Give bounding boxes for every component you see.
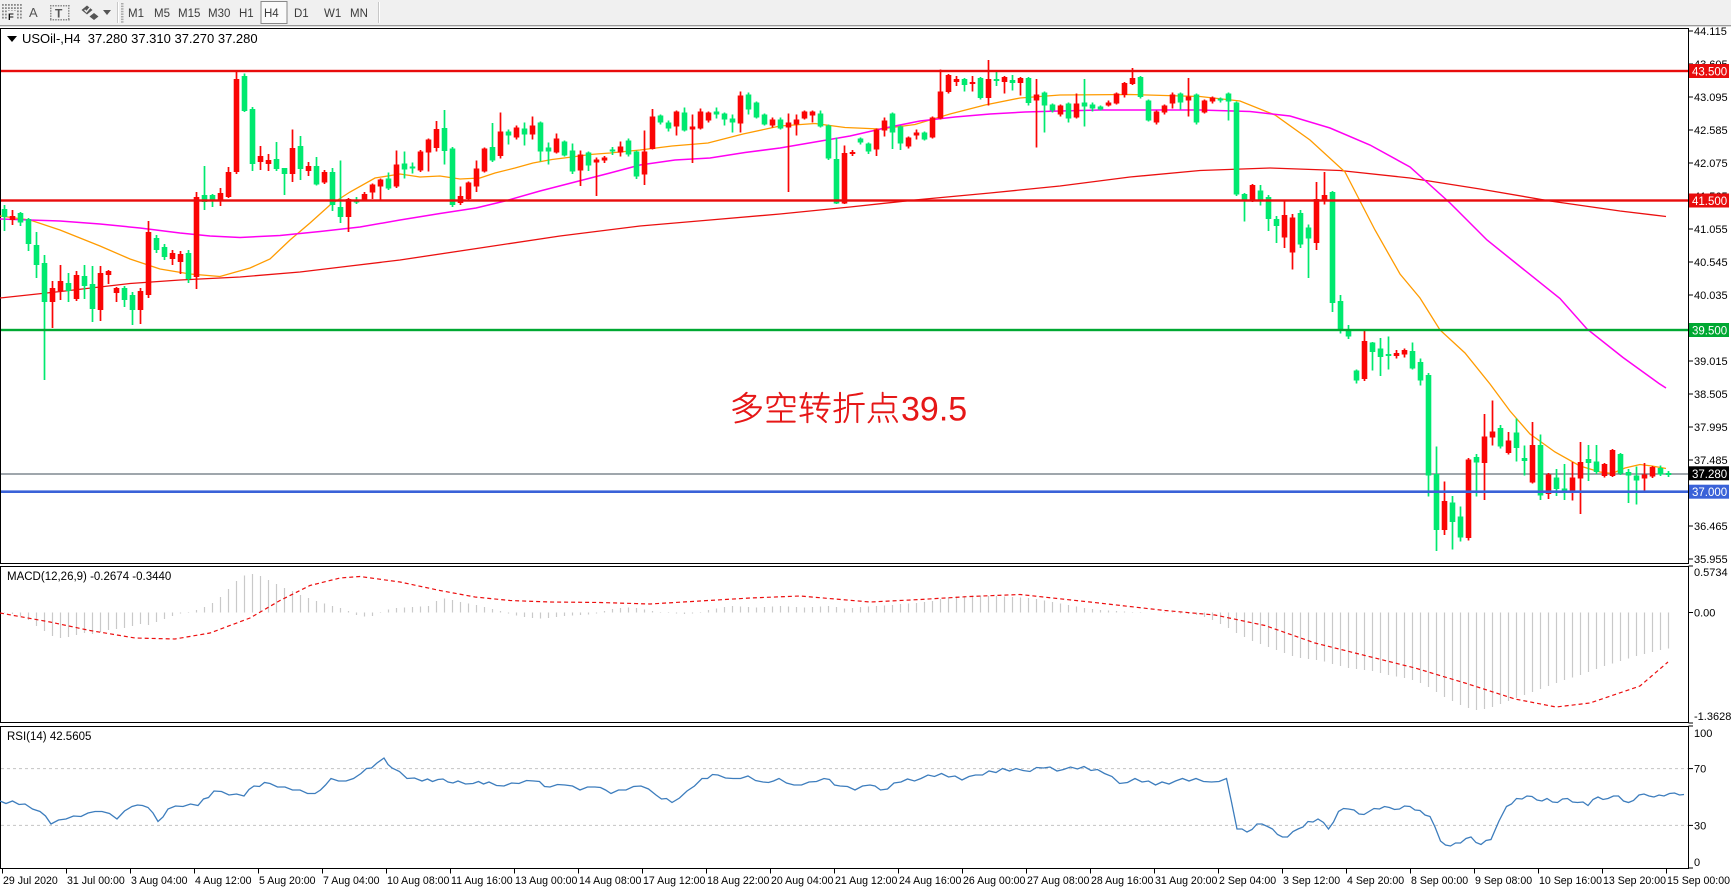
svg-text:13 Aug 00:00: 13 Aug 00:00 [515, 875, 578, 887]
svg-text:15 Sep 00:00: 15 Sep 00:00 [1667, 875, 1730, 887]
svg-text:39.500: 39.500 [1692, 326, 1727, 338]
svg-text:M30: M30 [208, 8, 230, 20]
svg-text:2 Sep 04:00: 2 Sep 04:00 [1219, 875, 1276, 887]
svg-text:39.5: 39.5 [901, 391, 967, 429]
svg-text:39.015: 39.015 [1694, 356, 1728, 368]
svg-text:21 Aug 12:00: 21 Aug 12:00 [835, 875, 898, 887]
svg-text:4 Sep 20:00: 4 Sep 20:00 [1347, 875, 1404, 887]
svg-text:4 Aug 12:00: 4 Aug 12:00 [195, 875, 252, 887]
svg-text:M5: M5 [154, 8, 170, 20]
svg-text:31 Jul 00:00: 31 Jul 00:00 [67, 875, 125, 887]
svg-text:24 Aug 16:00: 24 Aug 16:00 [899, 875, 962, 887]
svg-text:10 Sep 16:00: 10 Sep 16:00 [1539, 875, 1602, 887]
svg-text:42.585: 42.585 [1694, 125, 1728, 137]
svg-text:8 Sep 00:00: 8 Sep 00:00 [1411, 875, 1468, 887]
svg-text:F: F [8, 12, 14, 23]
svg-text:30: 30 [1694, 820, 1706, 832]
svg-text:44.115: 44.115 [1694, 26, 1727, 38]
svg-text:M1: M1 [128, 8, 144, 20]
svg-text:43.095: 43.095 [1694, 92, 1728, 104]
svg-text:RSI(14) 42.5605: RSI(14) 42.5605 [7, 731, 91, 743]
svg-text:H4: H4 [264, 8, 279, 20]
svg-text:37.000: 37.000 [1692, 487, 1727, 499]
svg-text:40.545: 40.545 [1694, 257, 1728, 269]
svg-text:W1: W1 [324, 8, 341, 20]
svg-text:T: T [55, 7, 63, 21]
svg-text:0: 0 [1694, 857, 1700, 869]
svg-text:7 Aug 04:00: 7 Aug 04:00 [323, 875, 380, 887]
svg-text:41.055: 41.055 [1694, 224, 1728, 236]
svg-text:5 Aug 20:00: 5 Aug 20:00 [259, 875, 316, 887]
svg-text:43.500: 43.500 [1692, 67, 1727, 79]
svg-text:-1.3628: -1.3628 [1694, 711, 1731, 723]
svg-text:37.485: 37.485 [1694, 455, 1728, 467]
svg-text:A: A [29, 5, 38, 20]
svg-text:42.075: 42.075 [1694, 158, 1728, 170]
svg-text:9 Sep 08:00: 9 Sep 08:00 [1475, 875, 1532, 887]
svg-text:3 Sep 12:00: 3 Sep 12:00 [1283, 875, 1340, 887]
svg-text:36.465: 36.465 [1694, 521, 1728, 533]
svg-text:D1: D1 [294, 8, 309, 20]
svg-text:17 Aug 12:00: 17 Aug 12:00 [643, 875, 706, 887]
svg-text:28 Aug 16:00: 28 Aug 16:00 [1091, 875, 1154, 887]
svg-text:29 Jul 2020: 29 Jul 2020 [3, 875, 58, 887]
svg-text:13 Sep 20:00: 13 Sep 20:00 [1603, 875, 1666, 887]
svg-text:37.280: 37.280 [1692, 469, 1727, 481]
svg-text:MACD(12,26,9) -0.2674 -0.3440: MACD(12,26,9) -0.2674 -0.3440 [7, 571, 171, 583]
svg-text:11 Aug 16:00: 11 Aug 16:00 [451, 875, 513, 887]
svg-text:31 Aug 20:00: 31 Aug 20:00 [1155, 875, 1218, 887]
svg-text:H1: H1 [239, 8, 254, 20]
svg-text:M15: M15 [178, 8, 200, 20]
svg-text:18 Aug 22:00: 18 Aug 22:00 [707, 875, 770, 887]
svg-text:27 Aug 08:00: 27 Aug 08:00 [1027, 875, 1090, 887]
svg-text:0.5734: 0.5734 [1694, 567, 1728, 579]
svg-text:26 Aug 00:00: 26 Aug 00:00 [963, 875, 1026, 887]
svg-text:MN: MN [350, 8, 368, 20]
svg-text:20 Aug 04:00: 20 Aug 04:00 [771, 875, 834, 887]
svg-text:0.00: 0.00 [1694, 608, 1715, 620]
svg-text:10 Aug 08:00: 10 Aug 08:00 [387, 875, 450, 887]
svg-text:100: 100 [1694, 728, 1712, 740]
svg-text:14 Aug 08:00: 14 Aug 08:00 [579, 875, 642, 887]
svg-text:35.955: 35.955 [1694, 554, 1728, 566]
svg-text:37.995: 37.995 [1694, 422, 1728, 434]
svg-text:70: 70 [1694, 764, 1706, 776]
svg-text:40.035: 40.035 [1694, 290, 1728, 302]
svg-text:USOil-,H4 37.280 37.310 37.27: USOil-,H4 37.280 37.310 37.270 37.280 [22, 31, 258, 46]
svg-text:41.500: 41.500 [1692, 196, 1727, 208]
svg-text:3 Aug 04:00: 3 Aug 04:00 [131, 875, 188, 887]
svg-text:38.505: 38.505 [1694, 389, 1728, 401]
